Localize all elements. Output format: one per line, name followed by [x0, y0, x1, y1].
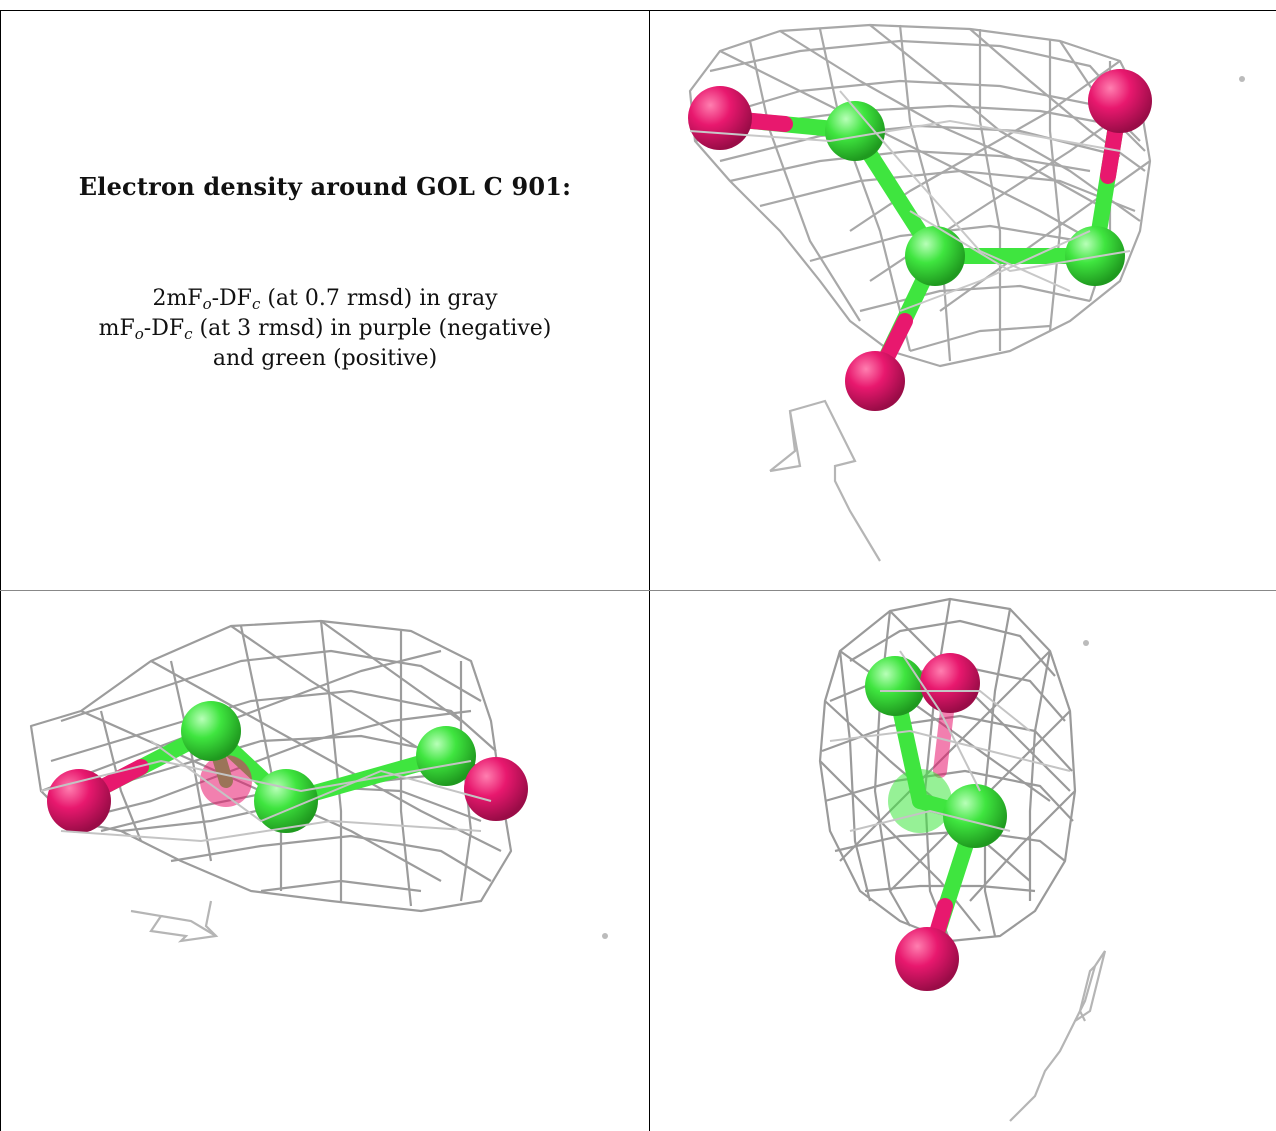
legend-line-diff: mFo-DFc (at 3 rmsd) in purple (negative) [0, 314, 650, 344]
border-row-divider [0, 590, 1276, 591]
border-left [0, 10, 1, 1131]
legend-line2-sub1: o [134, 325, 144, 343]
oxygen-atom [1088, 69, 1152, 133]
density-mesh-front [689, 90, 1131, 312]
border-middle [649, 10, 650, 1131]
density-mesh-front [40, 740, 492, 843]
carbon-atom [905, 226, 965, 286]
stray-density [1239, 76, 1245, 82]
backbone-trace [769, 399, 881, 562]
legend-line2-mid: -DF [143, 316, 185, 341]
density-mesh-view-1 [688, 23, 1245, 562]
oxygen-atom [464, 757, 528, 821]
legend-line2-sub2: c [184, 325, 193, 343]
stray-density [1083, 640, 1089, 646]
density-mesh-view-2 [29, 619, 608, 943]
carbon-atom [181, 701, 241, 761]
caption-title: Electron density around GOL C 901: [78, 172, 572, 201]
legend-line2-prefix: mF [98, 316, 135, 341]
density-mesh-view-3 [818, 597, 1107, 1122]
stray-density [602, 933, 608, 939]
legend-line1-prefix: 2mF [152, 286, 203, 311]
legend-line1-suffix: (at 0.7 rmsd) in gray [260, 286, 498, 311]
caption-cell: Electron density around GOL C 901: 2mFo-… [0, 0, 650, 590]
oxygen-atom [47, 769, 111, 833]
density-mesh-front [829, 650, 1071, 832]
view-top-right [650, 11, 1276, 590]
legend-line1-sub1: o [202, 295, 212, 313]
backbone-trace [130, 900, 219, 943]
carbon-atom [943, 784, 1007, 848]
carbon-atom-rear [888, 769, 952, 833]
legend-line-gray: 2mFo-DFc (at 0.7 rmsd) in gray [0, 284, 650, 314]
backbone-trace [1009, 950, 1107, 1122]
carbon-atom [416, 726, 476, 786]
legend-line2-suffix: (at 3 rmsd) in purple (negative) [192, 316, 552, 341]
oxygen-atom [845, 351, 905, 411]
density-mesh [688, 23, 1152, 368]
carbon-atom [825, 101, 885, 161]
legend-line1-mid: -DF [211, 286, 252, 311]
oxygen-atom [920, 653, 980, 713]
carbon-atom [865, 656, 925, 716]
oxygen-atom [688, 86, 752, 150]
view-bottom-left [1, 591, 649, 1131]
oxygen-atom-rear [200, 755, 252, 807]
caption-legend: 2mFo-DFc (at 0.7 rmsd) in gray mFo-DFc (… [0, 284, 650, 374]
border-top [0, 10, 1276, 11]
oxygen-atom [895, 927, 959, 991]
legend-line-positive: and green (positive) [212, 346, 438, 371]
view-bottom-right [650, 591, 1276, 1131]
legend-line1-sub2: c [251, 295, 261, 313]
